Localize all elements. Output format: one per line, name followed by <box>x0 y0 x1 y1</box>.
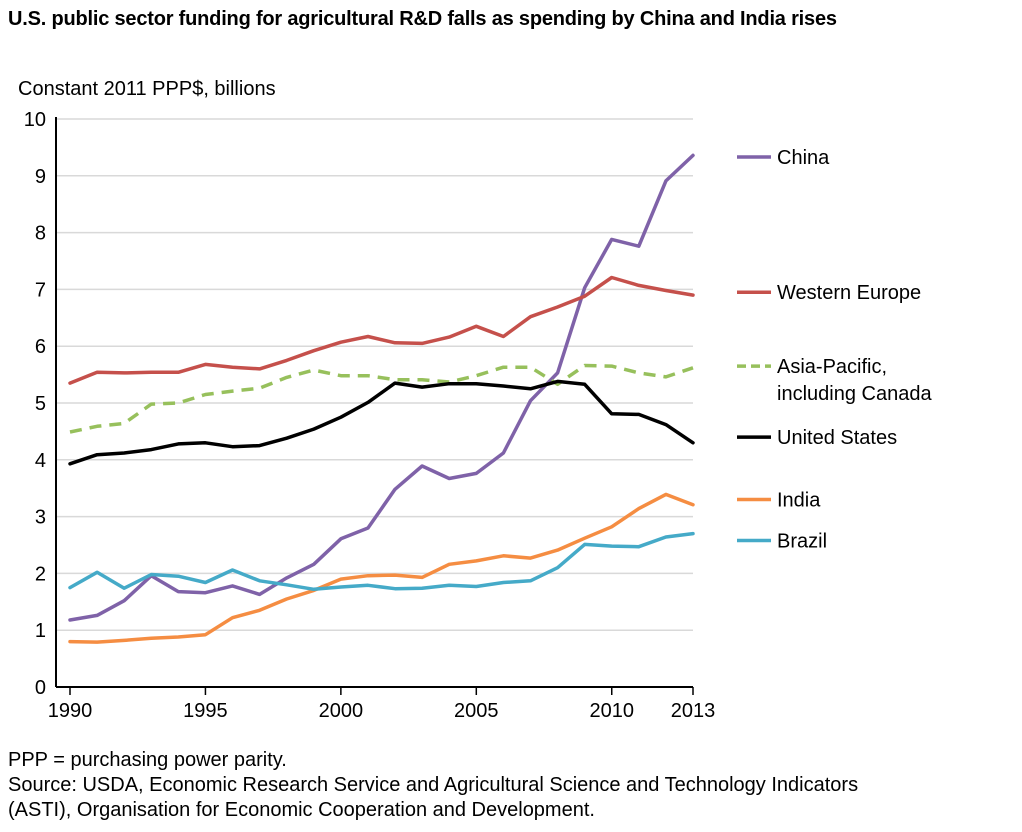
y-tick-label: 9 <box>35 166 46 188</box>
axes <box>55 117 693 688</box>
y-tick-label: 2 <box>35 563 46 585</box>
y-tick-label: 6 <box>35 336 46 358</box>
x-tick-label: 2010 <box>589 700 634 722</box>
legend-item-asia-pacific-including-canada: Asia-Pacific, including Canada <box>737 356 932 405</box>
legend-item-western-europe: Western Europe <box>737 282 921 304</box>
series-line-brazil <box>68 531 695 592</box>
x-tick-label: 1995 <box>183 700 228 722</box>
series-lines <box>68 153 695 644</box>
legend-label: Western Europe <box>777 282 921 304</box>
legend-label: Asia-Pacific, <box>777 356 887 378</box>
series-line-asia-pacific-including-canada <box>69 363 694 434</box>
legend-label: India <box>777 490 821 512</box>
y-tick-label: 0 <box>35 677 46 699</box>
legend-item-china: China <box>737 147 830 169</box>
y-tick-label: 10 <box>24 109 46 131</box>
y-tick-label: 8 <box>35 223 46 245</box>
x-tick-label: 2013 <box>671 700 716 722</box>
series-line-china <box>68 153 695 622</box>
footnote-ppp: PPP = purchasing power parity. <box>8 749 287 771</box>
footnote-source: Source: USDA, Economic Research Service … <box>8 774 859 796</box>
y-tick-label: 3 <box>35 507 46 529</box>
y-tick-label: 5 <box>35 393 46 415</box>
y-axis-label: Constant 2011 PPP$, billions <box>18 78 276 100</box>
legend-label: including Canada <box>777 383 932 405</box>
x-tick-label: 2005 <box>454 700 499 722</box>
chart-title: U.S. public sector funding for agricultu… <box>8 8 837 30</box>
footnotes: PPP = purchasing power parity. Source: U… <box>8 748 858 823</box>
y-tick-label: 4 <box>35 450 46 472</box>
y-tick-label: 7 <box>35 279 46 301</box>
x-tick-label: 2000 <box>319 700 364 722</box>
legend: China Western Europe Asia-Pacific, includin… <box>737 147 932 552</box>
legend-label: China <box>777 147 830 169</box>
series-line-united-states <box>68 379 695 466</box>
legend-item-brazil: Brazil <box>737 530 827 552</box>
series-line-india <box>68 492 695 644</box>
legend-label: Brazil <box>777 530 827 552</box>
y-axis-ticks: 0 1 2 3 4 5 6 7 8 9 10 <box>24 109 46 699</box>
legend-item-united-states: United States <box>737 427 897 449</box>
x-axis-ticks: 1990 1995 2000 2005 2010 2013 <box>48 687 716 722</box>
legend-item-india: India <box>737 490 821 512</box>
footnote-source-cont: (ASTI), Organisation for Economic Cooper… <box>8 799 595 821</box>
series-line-western-europe <box>68 275 695 385</box>
legend-label: United States <box>777 427 897 449</box>
y-tick-label: 1 <box>35 620 46 642</box>
gridlines <box>56 118 693 631</box>
x-tick-label: 1990 <box>48 700 93 722</box>
